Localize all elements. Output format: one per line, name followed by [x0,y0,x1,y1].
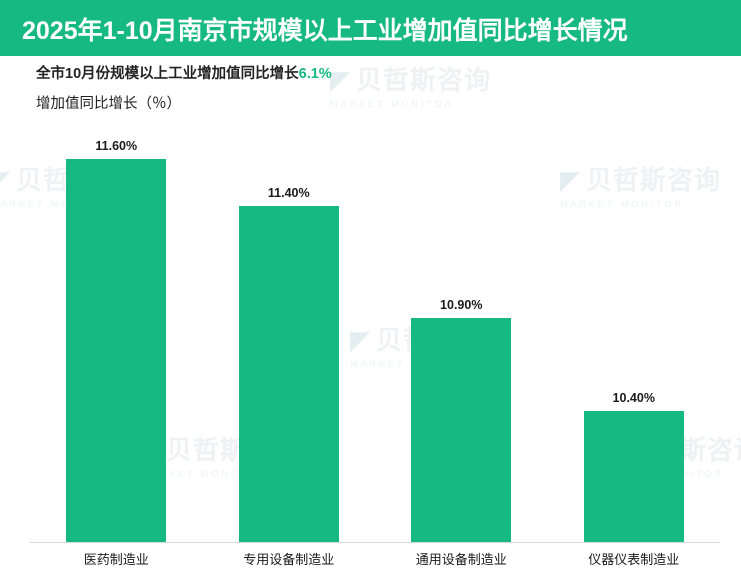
watermark-logo-icon: ◤ [330,65,351,95]
bar-group: 11.40% [203,122,376,542]
watermark-logo-icon: ◤ [0,165,11,196]
bar[interactable] [238,206,339,542]
x-tick-label: 仪器仪表制造业 [588,552,680,567]
bar-value-label: 10.90% [440,298,483,312]
title-bar: 2025年1-10月南京市规模以上工业增加值同比增长情况 [0,0,741,56]
bar-value-label: 10.40% [612,391,655,405]
watermark: ◤贝哲斯咨询 MARKET MONITOR [330,65,492,109]
page-title: 2025年1-10月南京市规模以上工业增加值同比增长情况 [22,17,628,45]
subtitle: 全市10月份规模以上工业增加值同比增长6.1% [36,62,332,83]
subtitle-text: 全市10月份规模以上工业增加值同比增长 [36,66,299,82]
bar-group: 10.40% [548,122,721,542]
bar[interactable] [66,159,167,542]
x-axis-ticks: 医药制造业 专用设备制造业 通用设备制造业 仪器仪表制造业 [30,549,720,568]
x-tick-label: 医药制造业 [83,552,149,567]
bar-group: 11.60% [30,122,203,542]
bar-value-label: 11.40% [267,186,310,200]
y-axis-label: 增加值同比增长（％） [36,96,181,112]
x-tick-label: 专用设备制造业 [243,552,335,567]
x-tick-label: 通用设备制造业 [415,552,507,567]
bar-group: 10.90% [375,122,548,542]
x-axis-line [30,542,720,543]
bar-chart-plot: 11.60% 11.40% 10.90% 10.40% [30,122,720,542]
bar-value-label: 11.60% [95,139,138,153]
bar[interactable] [583,411,684,542]
bar[interactable] [411,318,512,542]
subtitle-highlight: 6.1% [298,66,332,82]
